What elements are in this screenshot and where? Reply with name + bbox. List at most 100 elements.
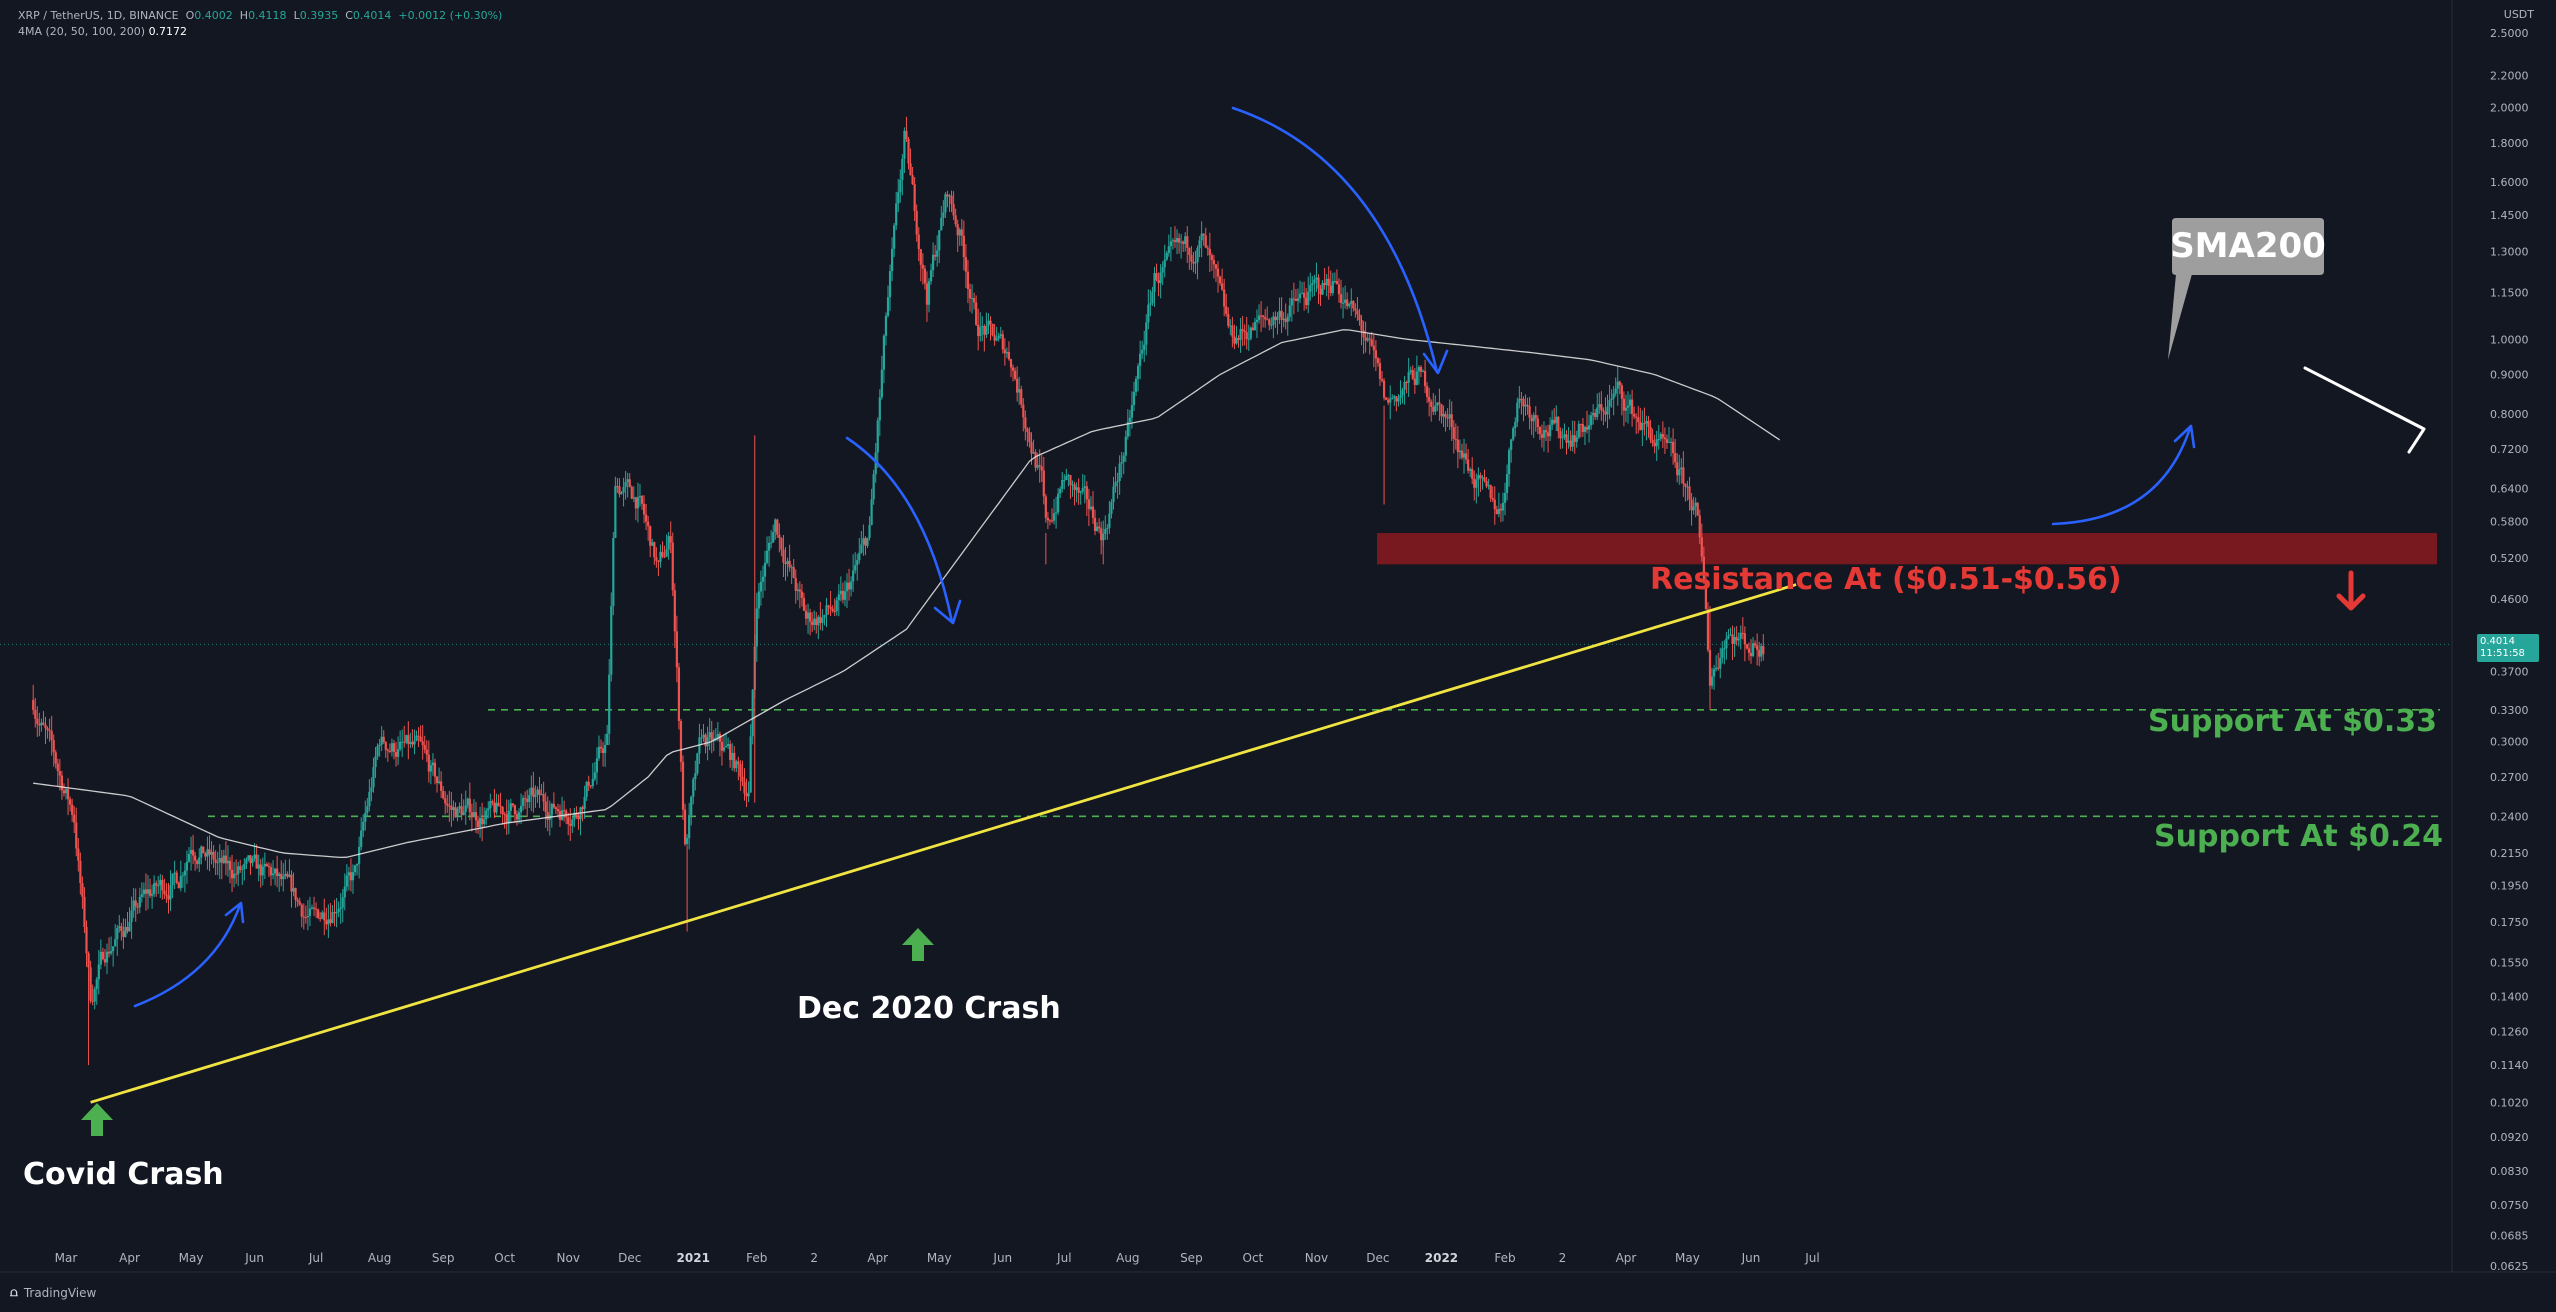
candle-body xyxy=(271,873,275,876)
candle-body xyxy=(1518,398,1521,403)
candle-body xyxy=(347,872,350,876)
candle-body xyxy=(1587,425,1591,430)
candle-body xyxy=(298,901,301,905)
candle-body xyxy=(1143,344,1146,350)
candle-body xyxy=(1282,318,1285,320)
candle-body xyxy=(97,964,100,980)
candle-body xyxy=(1024,417,1027,429)
candle-body xyxy=(1171,240,1175,242)
candle-body xyxy=(1030,442,1033,454)
candle-body xyxy=(770,542,773,544)
candle-body xyxy=(1208,248,1211,256)
candle-body xyxy=(1173,240,1177,243)
candle-body xyxy=(1354,308,1357,311)
candle-body xyxy=(993,335,996,341)
lines-layer xyxy=(33,329,1797,1104)
candle-body xyxy=(239,866,242,870)
candle-body xyxy=(144,889,148,894)
candle-body xyxy=(1409,370,1412,373)
candle-body xyxy=(1194,262,1197,264)
candle-body xyxy=(491,801,494,803)
candle-body xyxy=(388,751,391,753)
candle-body xyxy=(335,912,338,914)
candle-body xyxy=(429,765,432,772)
candle-body xyxy=(1405,381,1408,383)
candle-body xyxy=(1052,513,1056,521)
candle-body xyxy=(1479,475,1482,478)
candle-body xyxy=(1264,317,1267,320)
x-tick-label: Apr xyxy=(867,1251,888,1265)
candle-body xyxy=(1110,502,1113,514)
candle-body xyxy=(42,722,45,725)
candle-body xyxy=(511,803,514,806)
candle-body xyxy=(1085,486,1088,500)
candle-body xyxy=(1364,337,1367,341)
candle-body xyxy=(1756,645,1759,650)
candle-body xyxy=(1196,248,1199,263)
candle-body xyxy=(708,732,711,738)
candle-body xyxy=(1690,499,1693,511)
candle-body xyxy=(1710,676,1714,686)
candle-body xyxy=(915,210,918,235)
candle-body xyxy=(714,737,717,739)
candle-body xyxy=(891,248,894,272)
x-tick-label: Jul xyxy=(1056,1251,1071,1265)
candle-body xyxy=(1378,362,1382,380)
candle-body xyxy=(1448,414,1451,419)
candle-body xyxy=(847,582,851,590)
candle-body xyxy=(1319,288,1322,295)
candle-body xyxy=(966,271,970,290)
candle-body xyxy=(616,486,619,488)
ma-label[interactable]: 4MA (20, 50, 100, 200) xyxy=(18,25,146,38)
candle-body xyxy=(1362,330,1365,338)
y-tick-label: 1.4500 xyxy=(2490,209,2529,222)
candle-body xyxy=(1456,439,1459,453)
candle-body xyxy=(1161,267,1164,273)
candle-body xyxy=(1483,477,1486,482)
candle-body xyxy=(554,807,558,810)
candle-body xyxy=(1702,556,1705,583)
candle-body xyxy=(987,320,990,326)
candle-body xyxy=(130,910,133,922)
candle-body xyxy=(153,883,156,894)
candle-body xyxy=(975,302,978,325)
candle-body xyxy=(304,917,307,919)
candle-body xyxy=(1333,281,1336,283)
candle-body xyxy=(929,270,933,282)
x-tick-label: 2021 xyxy=(677,1251,710,1265)
candle-body xyxy=(731,752,734,761)
candle-body xyxy=(390,743,394,752)
candle-body xyxy=(811,621,814,625)
curve-arrow-4 xyxy=(2051,426,2192,526)
candle-body xyxy=(109,951,113,954)
candle-body xyxy=(1700,537,1703,557)
candle-body xyxy=(1218,276,1222,284)
candle-body xyxy=(1169,241,1172,247)
candle-body xyxy=(308,908,312,916)
candle-body xyxy=(1631,399,1634,414)
candle-body xyxy=(839,590,842,595)
candle-body xyxy=(1751,643,1755,657)
chart-header: XRP / TetherUS, 1D, BINANCE O0.4002 H0.4… xyxy=(18,8,502,40)
candle-body xyxy=(1641,423,1644,430)
candle-body xyxy=(464,805,467,812)
candle-body xyxy=(1233,336,1236,344)
y-tick-label: 0.0920 xyxy=(2490,1131,2529,1144)
candle-body xyxy=(433,762,437,777)
candle-body xyxy=(198,857,201,864)
y-tick-label: 2.0000 xyxy=(2490,102,2529,115)
current-price-value: 0.4014 xyxy=(2480,636,2515,648)
candle-body xyxy=(1231,325,1234,337)
candle-body xyxy=(950,195,953,205)
candle-body xyxy=(1093,517,1097,531)
tradingview-logo[interactable]: ⩍ TradingView xyxy=(10,1285,96,1300)
candle-body xyxy=(1633,413,1636,417)
candle-body xyxy=(747,792,750,797)
candle-body xyxy=(1141,349,1144,354)
candle-body xyxy=(991,323,994,336)
x-tick-label: May xyxy=(179,1251,204,1265)
candle-body xyxy=(610,606,613,675)
y-tick-label: 0.1260 xyxy=(2490,1026,2529,1039)
